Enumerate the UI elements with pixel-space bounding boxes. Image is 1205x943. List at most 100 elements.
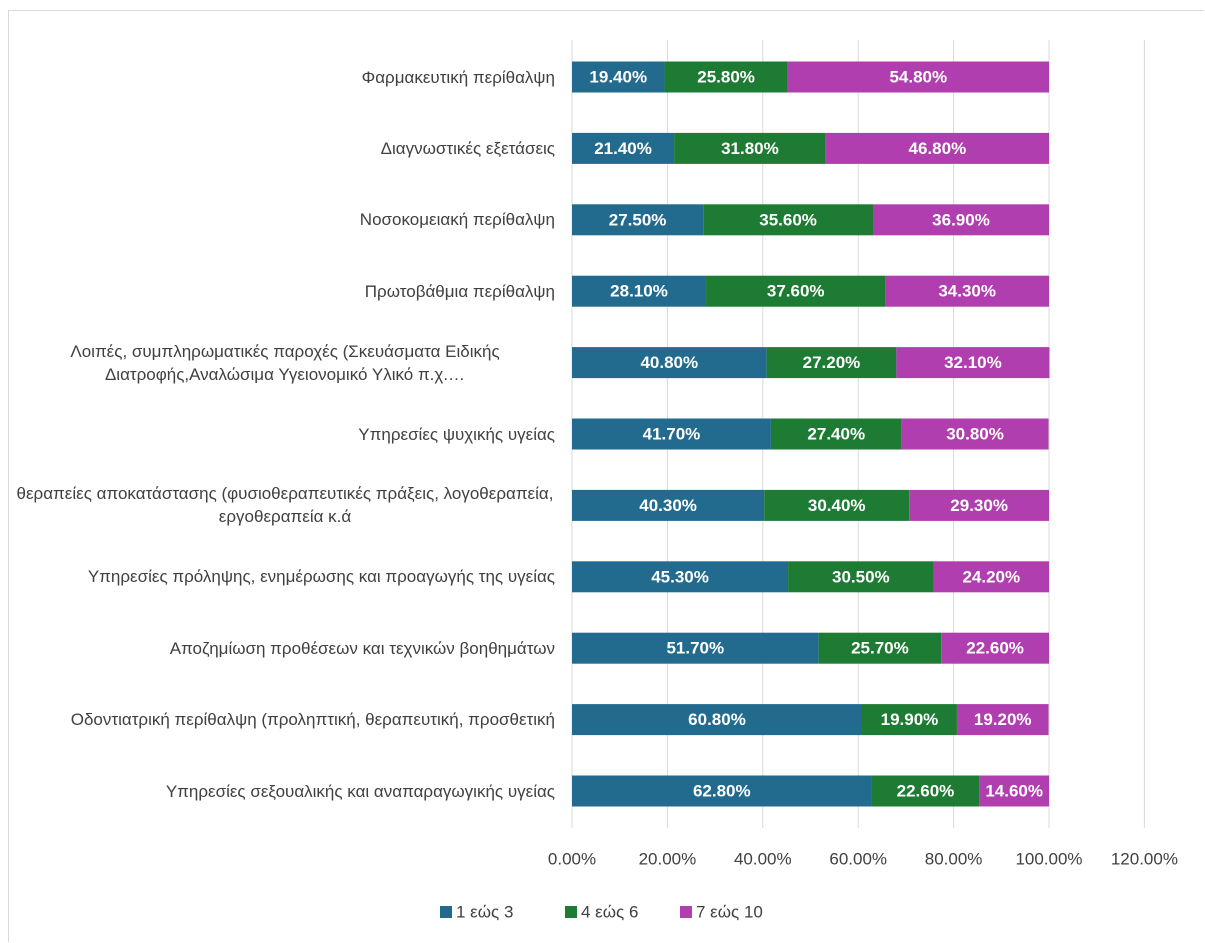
data-label: 36.90% bbox=[932, 210, 990, 229]
legend-swatch bbox=[565, 906, 577, 918]
bar-segment bbox=[787, 61, 1049, 93]
bar-segment bbox=[703, 204, 873, 236]
bar-segment bbox=[572, 775, 872, 807]
y-tick-label: Διαγνωστικές εξετάσεις bbox=[380, 138, 555, 158]
bar-segment bbox=[572, 61, 665, 93]
y-tick-label-box: Οδοντιατρική περίθαλψη (προληπτική, θερα… bbox=[0, 690, 555, 750]
data-label: 32.10% bbox=[944, 353, 1002, 372]
y-tick-label: Λοιπές, συμπληρωματικές παροχές (Σκευάσμ… bbox=[70, 341, 500, 384]
data-label: 60.80% bbox=[688, 710, 746, 729]
bar-segment bbox=[872, 204, 1049, 236]
y-tick-label: Υπηρεσίες ψυχικής υγείας bbox=[358, 424, 555, 444]
bar-segment bbox=[770, 418, 902, 450]
y-tick-label: Υπηρεσίες πρόληψης, ενημέρωσης και προαγ… bbox=[87, 567, 555, 587]
bar-segment bbox=[956, 704, 1049, 736]
data-label: 21.40% bbox=[594, 139, 652, 158]
data-label: 27.20% bbox=[803, 353, 861, 372]
legend-swatch bbox=[440, 906, 452, 918]
data-label: 40.80% bbox=[640, 353, 698, 372]
x-tick-label: 60.00% bbox=[829, 849, 887, 868]
x-tick-label: 80.00% bbox=[925, 849, 983, 868]
bar-segment bbox=[572, 632, 819, 664]
bar-segment bbox=[818, 632, 942, 664]
data-label: 27.50% bbox=[609, 210, 667, 229]
y-tick-label-box: Νοσοκομειακή περίθαλψη bbox=[0, 190, 555, 250]
bar-segment bbox=[572, 275, 707, 307]
bar-segment bbox=[572, 347, 767, 379]
data-label: 62.80% bbox=[693, 781, 751, 800]
x-tick-label: 40.00% bbox=[734, 849, 792, 868]
legend-swatch bbox=[680, 906, 692, 918]
legend-label: 7 εώς 10 bbox=[696, 902, 763, 921]
bar-segment bbox=[572, 489, 765, 521]
x-tick-label: 100.00% bbox=[1015, 849, 1082, 868]
data-label: 22.60% bbox=[966, 639, 1024, 658]
data-label: 25.80% bbox=[697, 67, 755, 86]
data-label: 30.80% bbox=[946, 424, 1004, 443]
x-tick-label: 120.00% bbox=[1111, 849, 1178, 868]
y-tick-label: Φαρμακευτική περίθαλψη bbox=[361, 67, 555, 87]
data-label: 37.60% bbox=[767, 282, 825, 301]
chart-frame bbox=[8, 10, 1204, 942]
data-label: 29.30% bbox=[950, 496, 1008, 515]
data-label: 28.10% bbox=[610, 282, 668, 301]
bar-segment bbox=[664, 61, 788, 93]
bar-segment bbox=[979, 775, 1049, 807]
data-label: 34.30% bbox=[938, 282, 996, 301]
bar-segment bbox=[871, 775, 980, 807]
bar-segment bbox=[933, 561, 1049, 593]
y-tick-label-box: Αποζημίωση προθέσεων και τεχνικών βοηθημ… bbox=[0, 618, 555, 678]
bar-segment bbox=[572, 418, 771, 450]
bar-segment bbox=[941, 632, 1049, 664]
bar-segment bbox=[862, 704, 957, 736]
bar-segment bbox=[909, 489, 1049, 521]
data-label: 24.20% bbox=[962, 567, 1020, 586]
y-tick-label: Υπηρεσίες σεξουαλικής και αναπαραγωγικής… bbox=[165, 781, 555, 801]
y-tick-label-box: Πρωτοβάθμια περίθαλψη bbox=[0, 261, 555, 321]
y-tick-label: θεραπείες αποκατάστασης (φυσιοθεραπευτικ… bbox=[16, 484, 554, 527]
y-tick-label-box: Υπηρεσίες ψυχικής υγείας bbox=[0, 404, 555, 464]
bar-segment bbox=[764, 489, 910, 521]
y-tick-label-box: θεραπείες αποκατάστασης (φυσιοθεραπευτικ… bbox=[0, 475, 555, 535]
y-tick-label-box: Διαγνωστικές εξετάσεις bbox=[0, 118, 555, 178]
data-label: 27.40% bbox=[807, 424, 865, 443]
y-tick-label-box: Υπηρεσίες πρόληψης, ενημέρωσης και προαγ… bbox=[0, 547, 555, 607]
bar-segment bbox=[788, 561, 934, 593]
y-tick-label: Νοσοκομειακή περίθαλψη bbox=[359, 210, 555, 230]
x-tick-label: 20.00% bbox=[639, 849, 697, 868]
bar-segment bbox=[674, 132, 826, 164]
y-tick-label-box: Υπηρεσίες σεξουαλικής και αναπαραγωγικής… bbox=[0, 761, 555, 821]
data-label: 22.60% bbox=[897, 781, 955, 800]
data-label: 40.30% bbox=[639, 496, 697, 515]
data-label: 35.60% bbox=[759, 210, 817, 229]
data-label: 54.80% bbox=[889, 67, 947, 86]
bar-segment bbox=[572, 561, 789, 593]
data-label: 45.30% bbox=[651, 567, 709, 586]
bar-segment bbox=[896, 347, 1050, 379]
x-tick-label: 0.00% bbox=[548, 849, 596, 868]
y-tick-label: Οδοντιατρική περίθαλψη (προληπτική, θερα… bbox=[70, 710, 555, 730]
data-label: 25.70% bbox=[851, 639, 909, 658]
y-tick-label: Αποζημίωση προθέσεων και τεχνικών βοηθημ… bbox=[169, 638, 555, 658]
bar-segment bbox=[766, 347, 897, 379]
data-label: 51.70% bbox=[666, 639, 724, 658]
data-label: 30.40% bbox=[808, 496, 866, 515]
data-label: 19.20% bbox=[974, 710, 1032, 729]
data-label: 19.90% bbox=[881, 710, 939, 729]
data-label: 19.40% bbox=[589, 67, 647, 86]
y-tick-label-box: Φαρμακευτική περίθαλψη bbox=[0, 47, 555, 107]
legend-label: 4 εώς 6 bbox=[581, 902, 638, 921]
data-label: 30.50% bbox=[832, 567, 890, 586]
data-label: 46.80% bbox=[909, 139, 967, 158]
data-label: 41.70% bbox=[643, 424, 701, 443]
bar-segment bbox=[572, 704, 863, 736]
bar-segment bbox=[901, 418, 1049, 450]
data-label: 31.80% bbox=[721, 139, 779, 158]
legend-label: 1 εώς 3 bbox=[456, 902, 513, 921]
bar-segment bbox=[706, 275, 886, 307]
y-tick-label-box: Λοιπές, συμπληρωματικές παροχές (Σκευάσμ… bbox=[0, 333, 555, 393]
bar-segment bbox=[572, 132, 675, 164]
y-tick-label: Πρωτοβάθμια περίθαλψη bbox=[364, 281, 555, 301]
